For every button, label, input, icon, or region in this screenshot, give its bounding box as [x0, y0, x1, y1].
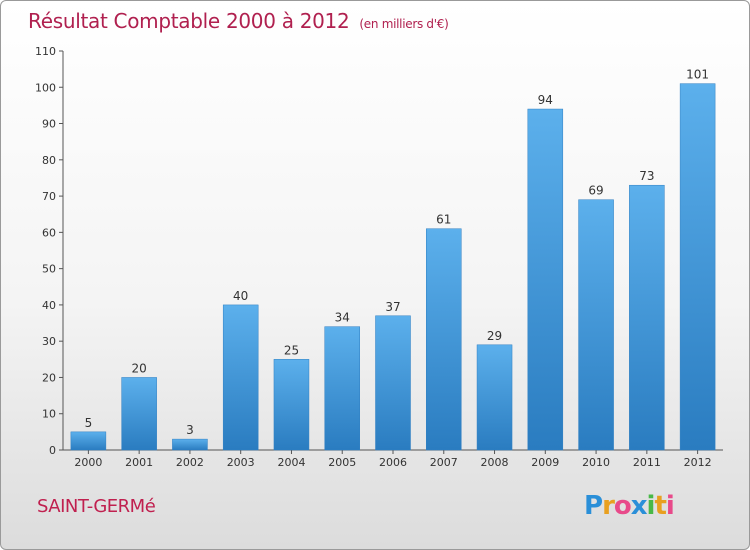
logo-letter: i — [646, 491, 656, 521]
x-tick-label-2000: 2000 — [74, 456, 102, 469]
data-label-2003: 40 — [233, 289, 248, 303]
bar-2001 — [121, 377, 157, 451]
y-tick-label: 80 — [42, 154, 56, 167]
logo-letter: o — [613, 491, 632, 521]
logo-letter: x — [630, 491, 648, 521]
y-tick-label: 70 — [42, 190, 56, 203]
x-tick-label-2003: 2003 — [227, 456, 255, 469]
bar-2009 — [527, 108, 564, 451]
x-tick-label-2010: 2010 — [582, 456, 610, 469]
x-tick-label-2007: 2007 — [430, 456, 458, 469]
logo-letter: t — [654, 491, 666, 521]
bar-2008 — [476, 344, 513, 451]
x-tick-label-2002: 2002 — [176, 456, 204, 469]
y-tick-label: 110 — [35, 45, 56, 58]
data-label-2011: 73 — [639, 169, 654, 183]
data-label-2010: 69 — [588, 184, 603, 198]
x-tick-label-2006: 2006 — [379, 456, 407, 469]
data-label-2009: 94 — [538, 93, 553, 107]
bar-2007 — [426, 228, 462, 451]
x-tick-label-2009: 2009 — [531, 456, 559, 469]
data-label-2004: 25 — [284, 343, 299, 357]
y-tick-label: 0 — [49, 444, 56, 457]
data-label-2002: 3 — [186, 423, 194, 437]
y-tick-label: 20 — [42, 371, 56, 384]
x-tick-label-2011: 2011 — [633, 456, 661, 469]
bar-2000 — [70, 431, 107, 451]
logo-letter: P — [584, 491, 603, 521]
town-name: SAINT-GERMé — [37, 496, 156, 517]
data-label-2007: 61 — [436, 213, 451, 227]
chart-title: Résultat Comptable 2000 à 2012 (en millie… — [28, 9, 449, 33]
logo-letter: r — [602, 491, 615, 521]
y-tick-label: 90 — [42, 118, 56, 131]
x-tick-label-2008: 2008 — [481, 456, 509, 469]
bar-2002 — [172, 438, 208, 451]
y-tick-label: 50 — [42, 263, 56, 276]
bar-2010 — [578, 199, 614, 451]
data-label-2008: 29 — [487, 329, 502, 343]
x-tick-label-2012: 2012 — [684, 456, 712, 469]
chart-subtitle: (en milliers d'€) — [359, 17, 449, 31]
data-label-2001: 20 — [132, 361, 147, 375]
data-label-2000: 5 — [85, 416, 93, 430]
bar-2005 — [324, 326, 360, 451]
x-tick-label-2005: 2005 — [328, 456, 356, 469]
data-label-2012: 101 — [686, 68, 709, 82]
bar-2003 — [222, 304, 259, 451]
y-tick-label: 10 — [42, 408, 56, 421]
data-label-2005: 34 — [335, 311, 350, 325]
bar-2004 — [273, 359, 310, 451]
y-tick-label: 40 — [42, 299, 56, 312]
bar-2011 — [629, 184, 665, 451]
proxiti-logo: Proxiti — [584, 491, 675, 521]
y-tick-label: 100 — [35, 81, 56, 94]
y-tick-label: 30 — [42, 335, 56, 348]
logo-letter: i — [665, 491, 675, 521]
x-tick-label-2001: 2001 — [125, 456, 153, 469]
y-tick-label: 60 — [42, 226, 56, 239]
bar-2012 — [679, 83, 716, 451]
chart-title-text: Résultat Comptable 2000 à 2012 — [28, 9, 350, 33]
data-label-2006: 37 — [385, 300, 400, 314]
x-tick-label-2004: 2004 — [277, 456, 305, 469]
bar-2006 — [375, 315, 411, 451]
